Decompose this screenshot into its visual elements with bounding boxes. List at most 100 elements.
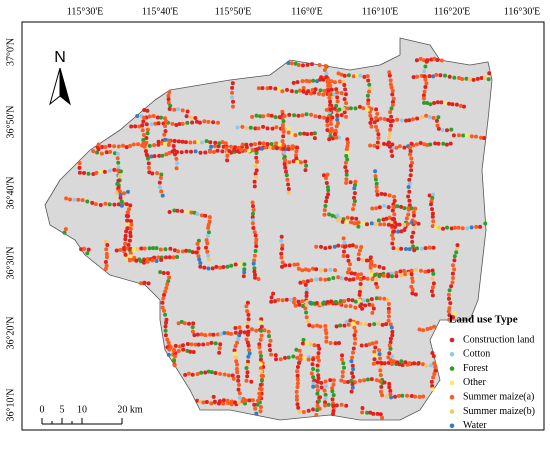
sample-point [128, 251, 133, 256]
sample-point [399, 273, 404, 278]
sample-point [136, 142, 140, 147]
scale-bar: 0 5 10 20 km [40, 404, 143, 425]
sample-point [112, 144, 117, 149]
sample-point [103, 260, 108, 264]
sample-point [274, 125, 279, 130]
sample-point [305, 299, 310, 304]
sample-point [370, 206, 375, 211]
sample-point [412, 213, 416, 218]
sample-point [295, 365, 300, 369]
sample-point [369, 117, 374, 122]
sample-point [449, 284, 454, 289]
sample-point [378, 373, 383, 378]
sample-point [312, 343, 317, 348]
sample-point [431, 245, 436, 250]
sample-point [309, 112, 314, 117]
sample-point [344, 101, 349, 106]
sample-point [357, 298, 362, 303]
sample-point [344, 169, 349, 174]
sample-point [268, 145, 273, 150]
sample-point [167, 90, 172, 95]
sample-point [372, 322, 377, 327]
sample-point [274, 357, 278, 362]
sample-point [194, 250, 199, 255]
sample-point [127, 238, 132, 243]
sample-point [350, 216, 354, 221]
sample-point [416, 221, 421, 226]
sample-point [347, 277, 352, 282]
sample-point [115, 156, 120, 161]
sample-point [240, 142, 245, 147]
sample-point [335, 218, 340, 223]
sample-point [159, 115, 163, 120]
sample-point [404, 247, 408, 251]
sample-point [428, 142, 433, 147]
sample-point [424, 81, 429, 86]
sample-point [370, 303, 375, 308]
sample-point [390, 154, 395, 158]
sample-point [359, 245, 364, 249]
sample-point [368, 263, 373, 268]
sample-point [346, 380, 350, 384]
sample-point [373, 222, 378, 227]
sample-point [355, 320, 360, 325]
sample-point [116, 178, 121, 183]
sample-point [200, 140, 204, 145]
sample-point [107, 143, 112, 148]
sample-point [390, 103, 395, 107]
sample-point [167, 139, 172, 144]
sample-point [303, 168, 308, 173]
sample-point [203, 150, 208, 155]
sample-point [417, 327, 422, 332]
sample-point [214, 264, 219, 269]
sample-point [378, 368, 383, 373]
sample-point [277, 142, 282, 147]
sample-point [142, 115, 146, 120]
sample-point [451, 133, 456, 138]
sample-point [392, 194, 396, 199]
sample-point [409, 141, 414, 146]
sample-point [181, 343, 185, 348]
sample-point [310, 62, 314, 67]
sample-point [273, 115, 278, 120]
sample-point [206, 119, 211, 124]
sample-point [386, 205, 391, 210]
sample-point [254, 147, 259, 152]
sample-point [445, 225, 449, 230]
sample-point [184, 209, 189, 214]
sample-point [188, 349, 193, 354]
sample-point [375, 360, 380, 365]
sample-point [309, 91, 313, 96]
sample-point [382, 361, 387, 366]
sample-point [311, 375, 316, 380]
sample-point [195, 398, 200, 403]
sample-point [330, 397, 335, 402]
sample-point [422, 100, 426, 105]
sample-point [345, 144, 350, 148]
sample-point [369, 269, 374, 274]
sample-point [281, 129, 286, 134]
sample-point [245, 362, 250, 367]
sample-point [430, 211, 435, 216]
sample-point [421, 328, 426, 333]
sample-point [127, 258, 132, 263]
sample-point [150, 171, 155, 176]
sample-point [164, 320, 168, 325]
sample-point [221, 265, 226, 269]
sample-point [266, 113, 271, 118]
sample-point [323, 246, 328, 251]
sample-point [410, 279, 415, 284]
sample-point [310, 87, 315, 92]
sample-point [220, 140, 225, 145]
sample-point [286, 126, 291, 131]
latitude-label: 36°40'N [5, 176, 16, 209]
sample-point [339, 72, 344, 77]
sample-point [280, 243, 285, 248]
sample-point [125, 222, 130, 227]
sample-point [460, 226, 465, 231]
sample-point [103, 201, 108, 206]
sample-point [282, 154, 287, 159]
sample-point [165, 337, 170, 342]
sample-point [221, 398, 226, 403]
sample-point [352, 186, 357, 191]
